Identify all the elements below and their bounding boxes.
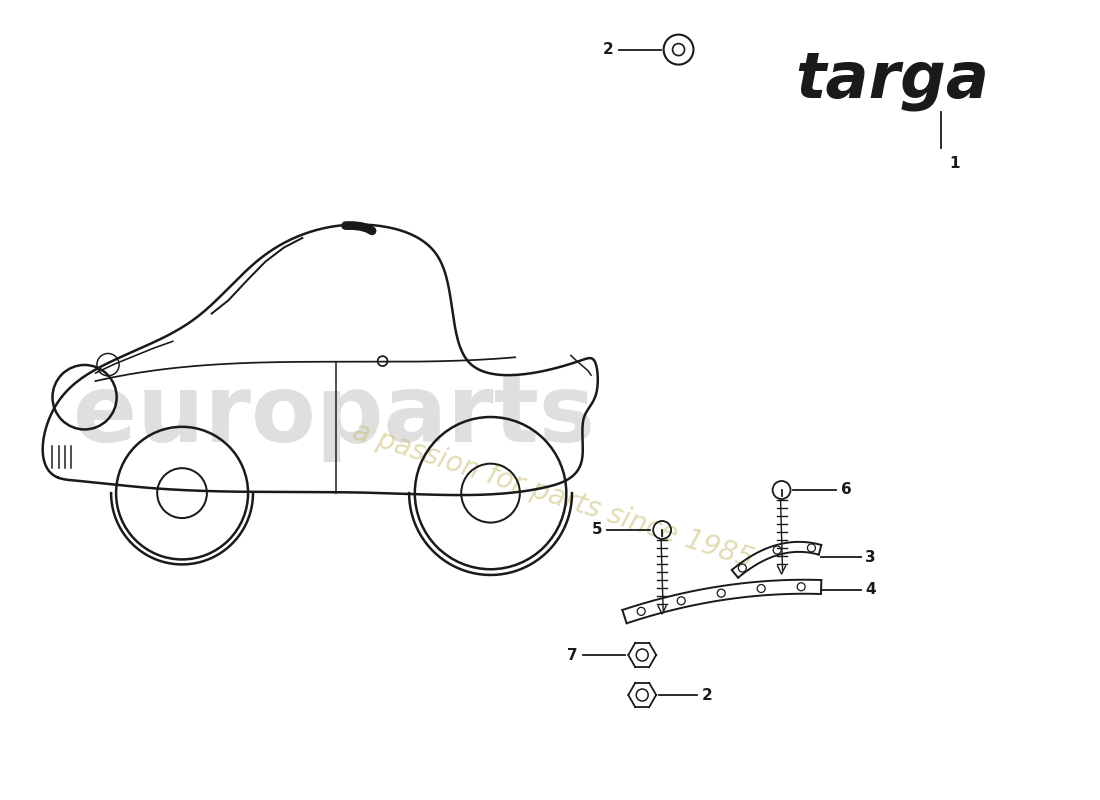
Text: 5: 5 bbox=[592, 522, 603, 538]
Text: 2: 2 bbox=[702, 687, 713, 702]
Text: 3: 3 bbox=[865, 550, 876, 565]
Text: 7: 7 bbox=[566, 647, 578, 662]
Text: a passion for parts since 1985: a passion for parts since 1985 bbox=[349, 418, 757, 574]
Text: targa: targa bbox=[795, 49, 989, 111]
Text: 6: 6 bbox=[842, 482, 852, 498]
Text: 1: 1 bbox=[949, 156, 959, 171]
Text: europarts: europarts bbox=[73, 370, 595, 462]
Text: 4: 4 bbox=[865, 582, 876, 598]
Text: 2: 2 bbox=[603, 42, 614, 57]
